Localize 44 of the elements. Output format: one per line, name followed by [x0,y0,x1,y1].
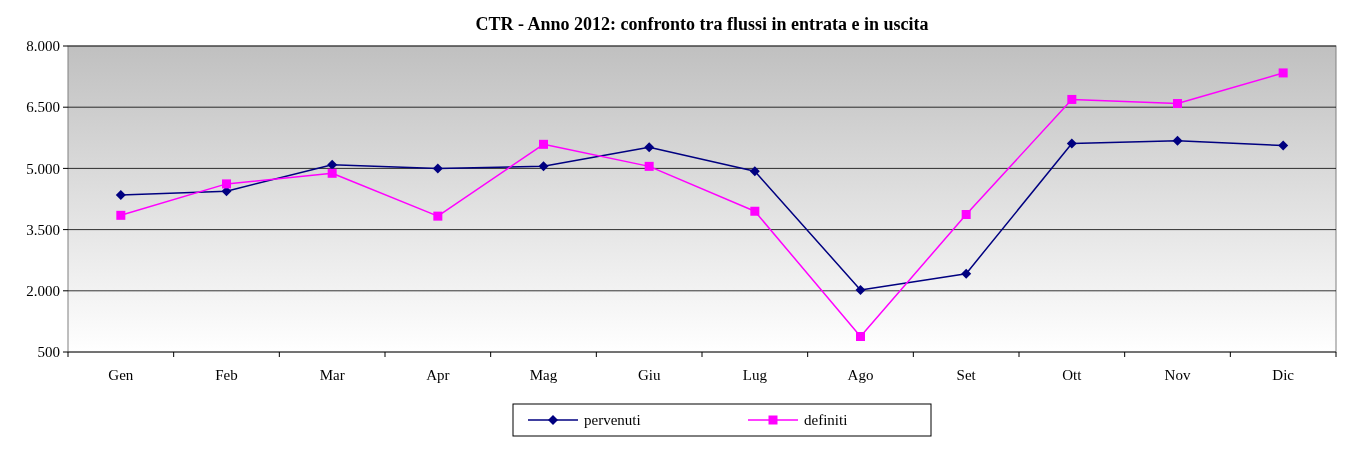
x-tick-label: Ago [847,367,874,383]
x-tick-label: Dic [1272,367,1295,383]
point [961,210,971,219]
point [750,206,760,216]
point [1278,68,1288,78]
y-tick-label: 5.000 [26,160,60,177]
point [644,161,654,171]
point [222,179,231,189]
legend-label: pervenuti [584,412,641,429]
point [539,139,548,149]
x-tick-label: Apr [426,367,450,383]
point [433,211,443,221]
x-tick-label: Feb [215,367,238,383]
y-tick-label: 500 [37,344,60,361]
legend-label: definiti [804,412,848,429]
y-tick-label: 6.500 [26,99,60,116]
x-tick-label: Mag [529,367,558,383]
point [327,168,337,178]
point [1067,94,1077,104]
point [115,189,126,200]
y-tick-label: 3.500 [26,221,60,238]
point [116,210,126,220]
chart-title: CTR - Anno 2012: confronto tra flussi in entrata e in uscita [475,14,929,34]
point [1173,99,1182,109]
point [1066,138,1077,149]
point [855,284,866,295]
point [644,142,655,153]
point [856,332,865,341]
x-tick-label: Giu [637,367,661,383]
x-tick-label: Gen [108,367,134,383]
point [961,268,972,279]
y-tick-label: 2.000 [26,283,60,300]
x-tick-label: Set [956,367,977,383]
point [432,163,443,174]
point [538,161,549,172]
point [1172,135,1183,146]
x-tick-label: Ott [1062,367,1083,383]
point [1278,140,1289,151]
x-tick-label: Mar [319,367,345,383]
point [749,166,760,177]
x-tick-label: Lug [742,367,768,383]
y-tick-label: 8.000 [26,38,60,55]
point [327,159,338,170]
x-tick-label: Nov [1164,367,1191,383]
